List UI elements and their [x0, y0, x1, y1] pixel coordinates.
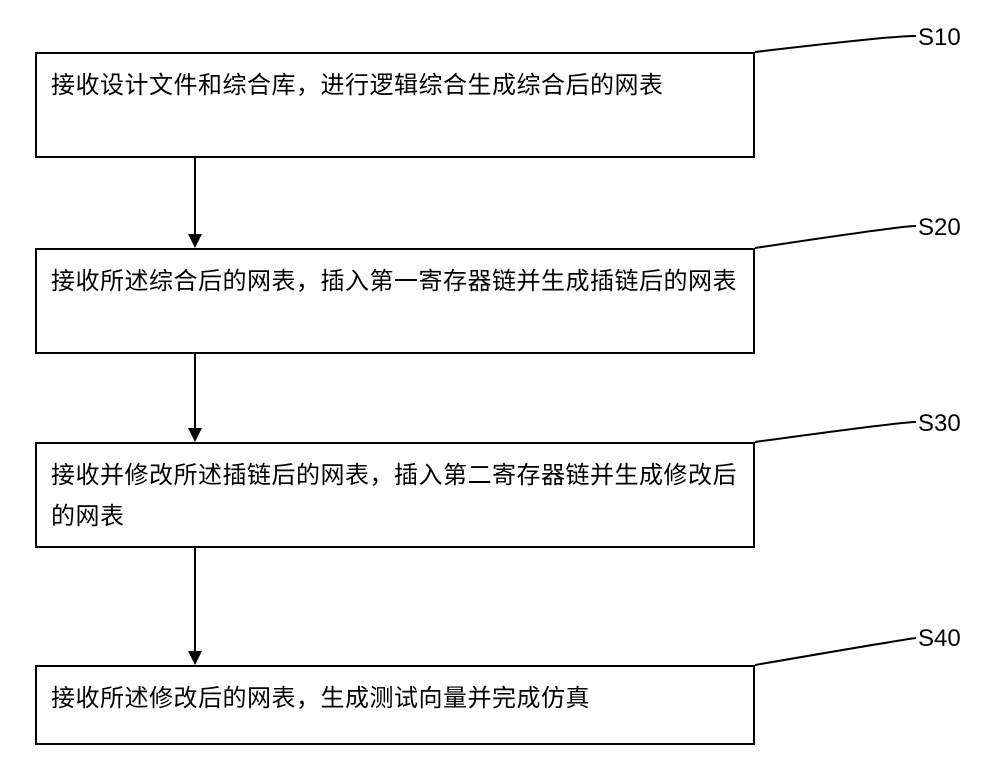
flowchart-container: 接收设计文件和综合库，进行逻辑综合生成综合后的网表 接收所述综合后的网表，插入第… [0, 0, 1000, 782]
leaders-group [755, 36, 916, 665]
arrows-group [188, 158, 202, 665]
connectors-svg [0, 0, 1000, 782]
